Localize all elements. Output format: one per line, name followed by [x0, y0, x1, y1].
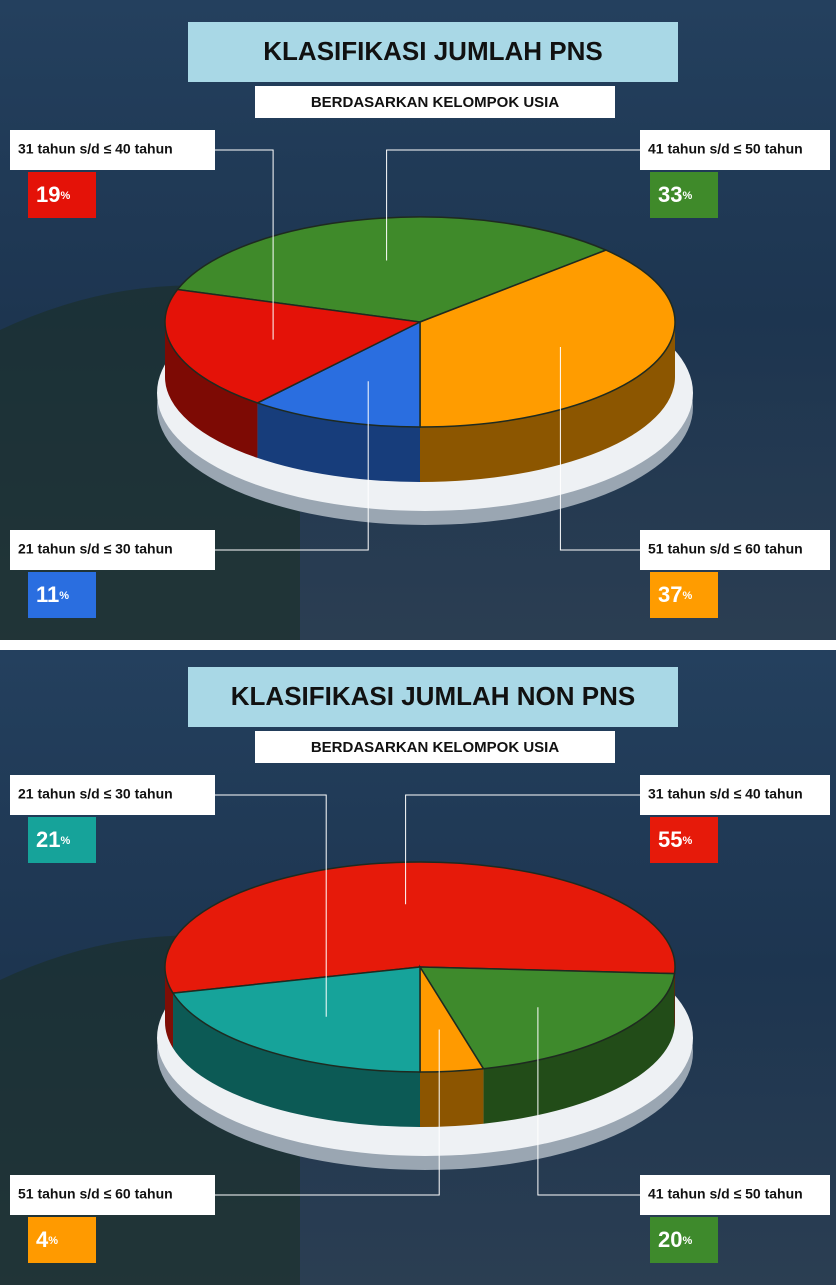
pie-slice-side: [165, 322, 258, 458]
label-box: [640, 1175, 830, 1215]
category-label: 41 tahun s/d ≤ 50 tahun: [648, 1186, 803, 1202]
pie-slice: [164, 861, 676, 994]
percent-box: [28, 1217, 96, 1263]
pie-slice: [176, 216, 608, 323]
chart-subtitle: BERDASARKAN KELOMPOK USIA: [311, 739, 560, 756]
leader-line: [215, 794, 327, 1017]
pie-slice: [171, 966, 421, 1073]
percent-box: [650, 1217, 718, 1263]
category-label: 21 tahun s/d ≤ 30 tahun: [18, 541, 173, 557]
leader-line: [537, 1007, 640, 1196]
percent-box: [650, 572, 718, 618]
label-box: [10, 530, 215, 570]
chart-title: KLASIFIKASI JUMLAH PNS: [263, 36, 602, 66]
leader-line: [559, 347, 640, 551]
value-label: 11%: [36, 582, 69, 607]
pie-slice: [418, 966, 676, 1070]
label-box: [640, 775, 830, 815]
pie-slice-side: [483, 973, 675, 1124]
value-label: 20%: [658, 1227, 692, 1252]
label-box: [10, 130, 215, 170]
value-label: 4%: [36, 1227, 58, 1252]
chart: KLASIFIKASI JUMLAH NON PNS BERDASARKAN KE…: [10, 667, 830, 1263]
percent-box: [650, 172, 718, 218]
pie-slice: [255, 320, 421, 428]
leader-line: [215, 149, 274, 340]
pie-slice-side: [420, 322, 675, 482]
pie-slice-side: [674, 967, 675, 1029]
label-box: [640, 130, 830, 170]
percent-box: [28, 572, 96, 618]
subtitle-box: [255, 731, 615, 763]
value-label: 37%: [658, 582, 692, 607]
percent-box: [650, 817, 718, 863]
leader-line: [215, 381, 369, 551]
pie-slice-side: [173, 993, 420, 1127]
percent-box: [28, 172, 96, 218]
category-label: 21 tahun s/d ≤ 30 tahun: [18, 786, 173, 802]
title-box: [188, 667, 678, 727]
chart: KLASIFIKASI JUMLAH PNS BERDASARKAN KELOMP…: [10, 22, 830, 618]
value-label: 21%: [36, 827, 70, 852]
chart-subtitle: BERDASARKAN KELOMPOK USIA: [311, 94, 560, 111]
category-label: 51 tahun s/d ≤ 60 tahun: [18, 1186, 173, 1202]
subtitle-box: [255, 86, 615, 118]
value-label: 19%: [36, 182, 70, 207]
leader-line: [386, 149, 640, 261]
label-box: [640, 530, 830, 570]
label-box: [10, 775, 215, 815]
value-label: 55%: [658, 827, 692, 852]
label-box: [10, 1175, 215, 1215]
category-label: 51 tahun s/d ≤ 60 tahun: [648, 541, 803, 557]
title-box: [188, 22, 678, 82]
leader-line: [405, 794, 640, 905]
category-label: 31 tahun s/d ≤ 40 tahun: [18, 141, 173, 157]
value-label: 33%: [658, 182, 692, 207]
leader-line: [215, 1029, 440, 1196]
pie-slice-side: [165, 967, 174, 1049]
category-label: 31 tahun s/d ≤ 40 tahun: [648, 786, 803, 802]
category-label: 41 tahun s/d ≤ 50 tahun: [648, 141, 803, 157]
pie-slice: [164, 288, 423, 404]
pie-slice-side: [420, 1068, 484, 1127]
percent-box: [28, 817, 96, 863]
pie-slice: [419, 249, 676, 428]
chart-title: KLASIFIKASI JUMLAH NON PNS: [231, 681, 635, 711]
pie-slice-side: [257, 402, 420, 482]
